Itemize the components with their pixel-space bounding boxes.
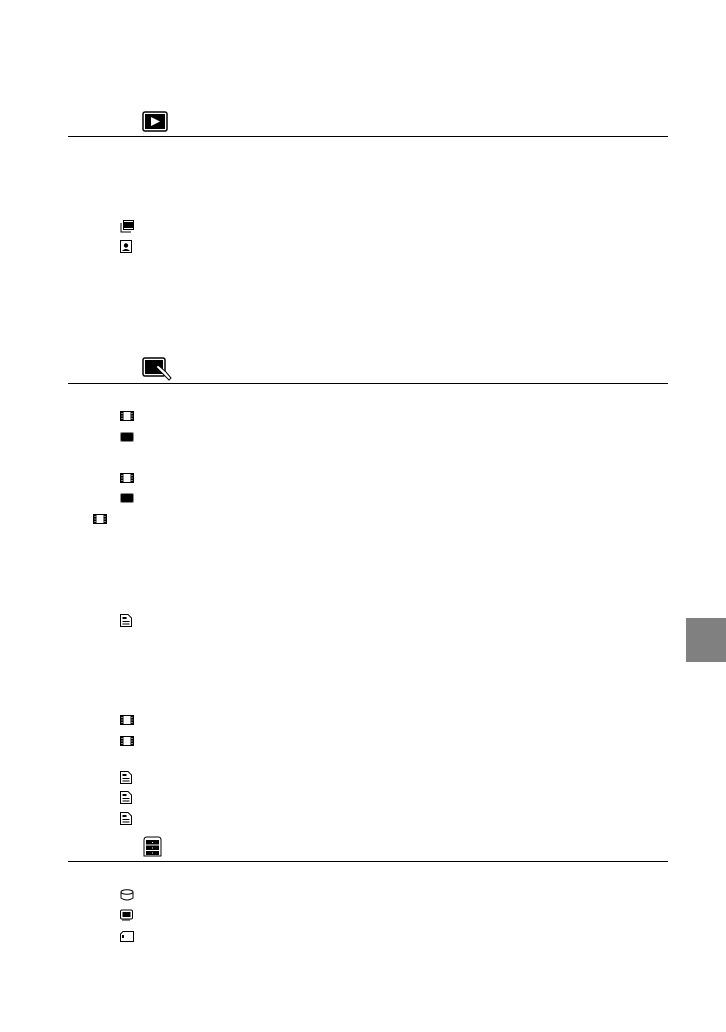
touch-screen-icon	[142, 357, 172, 381]
screen-icon	[120, 493, 134, 503]
memory-icon	[120, 909, 133, 921]
playback-icon	[142, 111, 168, 132]
film-icon	[120, 715, 134, 725]
film-stack-icon	[120, 220, 134, 233]
chapter-side-tab	[686, 618, 726, 662]
document-icon	[120, 791, 132, 804]
hdd-icon	[120, 889, 134, 901]
section-divider	[68, 383, 668, 384]
film-icon	[120, 736, 134, 746]
film-icon	[93, 514, 107, 524]
document-icon	[120, 812, 132, 825]
section-divider	[68, 861, 668, 862]
portrait-photo-icon	[120, 240, 132, 253]
document-icon	[120, 614, 132, 627]
memory-card-icon	[120, 931, 134, 942]
document-icon	[120, 771, 132, 784]
film-icon	[120, 473, 134, 483]
screen-icon	[120, 432, 134, 442]
storage-icon	[143, 836, 162, 857]
section-divider	[68, 136, 668, 137]
film-icon	[120, 411, 134, 421]
